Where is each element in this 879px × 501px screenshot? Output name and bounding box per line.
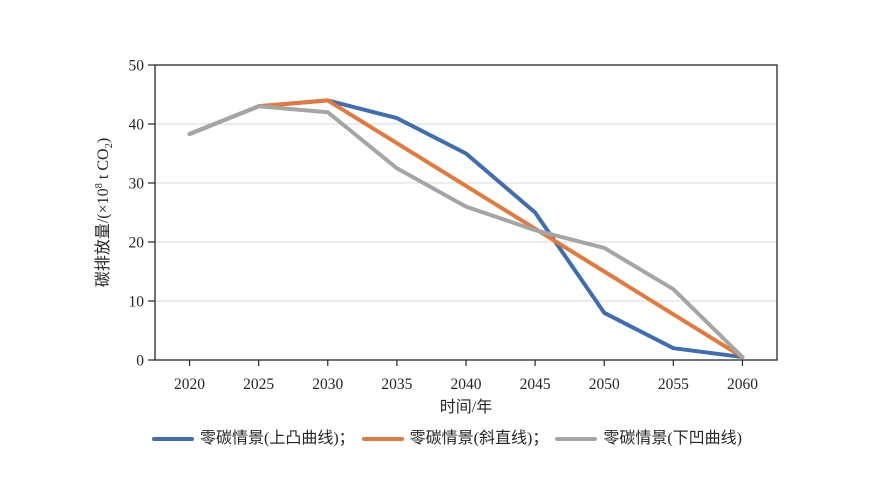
legend-label: 零碳情景(下凹曲线) [603,430,743,447]
legend-label: 零碳情景(斜直线)； [409,430,549,447]
legend-item-straight: 零碳情景(斜直线)； [361,429,549,449]
y-tick-label: 50 [129,58,145,75]
series-line-concave [187,104,745,360]
y-tick-label: 10 [129,294,145,311]
x-tick-label: 2025 [243,376,274,393]
legend-item-concave: 零碳情景(下凹曲线) [555,429,742,449]
x-tick-label: 2035 [381,376,412,393]
y-tick-label: 20 [129,235,145,252]
y-tick-label: 40 [129,117,145,134]
x-tick-label: 2045 [520,376,551,393]
x-tick-label: 2020 [174,376,205,393]
chart-legend: 零碳情景(上凸曲线)； 零碳情景(斜直线)； 零碳情景(下凹曲线) [152,429,749,449]
x-tick-label: 2030 [312,376,343,393]
legend-item-convex: 零碳情景(上凸曲线)； [152,429,355,449]
series-line-convex [187,98,745,360]
x-tick-label: 2040 [451,376,482,393]
x-tick-label: 2050 [589,376,620,393]
legend-line-swatch-gray [555,436,598,442]
legend-label: 零碳情景(上凸曲线)； [200,430,355,447]
x-tick-label: 2060 [727,376,758,393]
x-axis-ticks: 2020 2025 2030 2035 2040 2045 2050 2055 2060 [174,360,758,393]
y-tick-label: 0 [136,353,144,370]
x-tick-label: 2055 [658,376,689,393]
series-line-straight [187,98,745,360]
gridlines [155,123,777,302]
y-axis-ticks: 0 10 20 30 40 50 [129,58,155,370]
x-axis-title: 时间/年 [440,398,492,416]
y-axis-title: 碳排放量/(×108 t CO2) [94,138,115,287]
legend-line-swatch-blue [152,436,194,442]
series-lines [187,98,745,360]
legend-line-swatch-orange [361,436,404,442]
y-tick-label: 30 [129,176,145,193]
